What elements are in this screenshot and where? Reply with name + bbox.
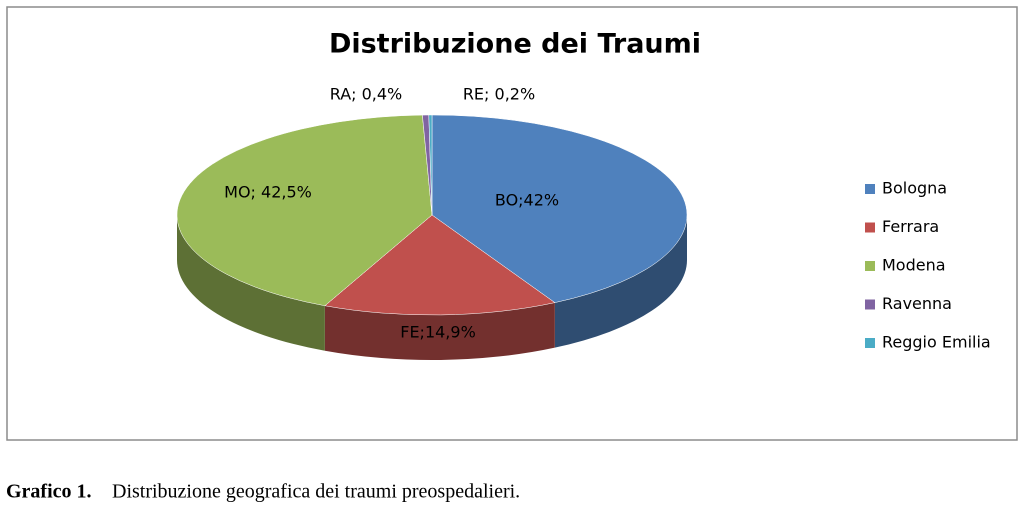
- legend-label: Ferrara: [882, 217, 939, 236]
- caption-label: Grafico 1.: [6, 481, 92, 503]
- legend-swatch: [865, 338, 875, 348]
- legend-swatch: [865, 299, 875, 310]
- legend-label: Reggio Emilia: [882, 333, 991, 352]
- slice: [431, 114, 688, 303]
- data-label: MO; 42,5%: [224, 183, 312, 202]
- data-label: FE;14,9%: [400, 323, 476, 342]
- data-label: BO;42%: [495, 191, 559, 210]
- legend-label: Modena: [882, 256, 946, 275]
- legend-label: Ravenna: [882, 294, 952, 313]
- legend-swatch: [865, 261, 875, 271]
- data-label: RA; 0,4%: [330, 85, 403, 104]
- slice-side: [177, 215, 325, 351]
- legend-swatch: [865, 222, 875, 233]
- legend-label: Bologna: [882, 179, 947, 198]
- slice-side: [324, 302, 555, 360]
- legend-swatch: [865, 184, 875, 194]
- caption-text: Distribuzione geografica dei traumi preo…: [112, 481, 520, 503]
- slice: [324, 214, 556, 316]
- chart-title: Distribuzione dei Traumi: [329, 29, 701, 60]
- data-label: RE; 0,2%: [463, 85, 535, 104]
- slice: [428, 114, 433, 216]
- slice: [176, 114, 433, 307]
- slice-side: [554, 215, 688, 348]
